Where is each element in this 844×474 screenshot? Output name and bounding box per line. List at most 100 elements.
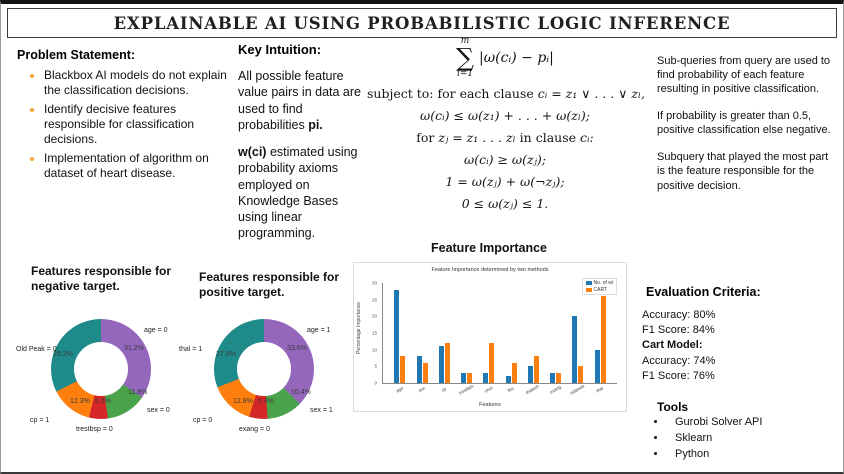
- donut-slice-percent: 11.8%: [128, 389, 148, 396]
- negative-target-donut-chart: age = 0 31.2% sex = 0 11.8% trestbsp = 0 5.5%…: [16, 307, 186, 447]
- donut-slice-label: age = 1: [307, 327, 331, 334]
- y-tick-label: 5: [374, 363, 377, 369]
- donut-slice-label: age = 0: [144, 327, 168, 334]
- objective-equation: m ∑ i=1 |ω(cᵢ) − pᵢ|: [367, 37, 643, 79]
- bar-group: trestbps: [458, 283, 474, 396]
- x-tick-label: sex: [417, 385, 426, 394]
- feature-importance-heading: Feature Importance: [430, 241, 547, 255]
- donut-slice-percent: 12.3%: [70, 398, 90, 405]
- sum-lower-limit: i=1: [456, 68, 474, 79]
- metric-subheading: Cart Model:: [642, 339, 703, 352]
- donut-slice-label: cp = 1: [30, 417, 50, 424]
- tools-list: Gurobi Solver API Sklearn Python: [651, 416, 826, 460]
- metric: Accuracy: 74%: [642, 354, 716, 367]
- donut-slice-label: trestbsp = 0: [76, 426, 113, 433]
- bar-cart: [533, 356, 539, 383]
- bar-no-of-wi: [594, 349, 600, 383]
- sum-upper-limit: m: [460, 36, 470, 46]
- bar-group: thalach: [525, 283, 540, 395]
- sigma-symbol: ∑: [456, 43, 474, 72]
- y-tick-label: 25: [371, 297, 377, 303]
- equation-math: cᵢ = z₁ ∨ . . . ∨ zₗ,: [537, 85, 645, 101]
- x-tick-label: thalach: [525, 383, 541, 396]
- donut-slice-label: cp = 0: [193, 417, 213, 424]
- tools-heading: Tools: [657, 400, 689, 414]
- donut-slice-label: sex = 1: [310, 407, 333, 414]
- x-tick-label: exang: [548, 384, 562, 395]
- bar-no-of-wi: [416, 356, 422, 383]
- problem-item: Identify decisive features responsible f…: [44, 102, 235, 147]
- bar-cart: [400, 356, 406, 383]
- metric: F1 Score: 76%: [642, 369, 715, 382]
- y-tick-label: 30: [371, 280, 377, 286]
- chart-title: Feature Importance determined by two met…: [431, 267, 549, 273]
- positive-target-donut-chart: age = 1 33.6% sex = 1 10.4% exang = 0 5.4% cp …: [179, 307, 349, 447]
- bar-cart: [556, 373, 562, 383]
- problem-list: Blackbox AI models do not explain the cl…: [17, 68, 235, 181]
- bar-cart: [467, 373, 473, 383]
- y-tick-label: 15: [371, 330, 377, 336]
- x-axis-label: Features: [479, 402, 501, 408]
- donut-slice-percent: 5.4%: [258, 398, 274, 405]
- feature-importance-chart: Feature Importance determined by two met…: [353, 262, 627, 412]
- note: Sub-queries from query are used to find …: [657, 55, 831, 96]
- problem-item: Implementation of algorithm on dataset o…: [44, 151, 235, 181]
- bar-group: oldpeak: [569, 283, 585, 396]
- donut-slice-percent: 27.9%: [216, 351, 236, 358]
- key-intuition-section: Key Intuition: All possible feature valu…: [238, 42, 366, 242]
- evaluation-section: Evaluation Criteria: Accuracy: 80% F1 Sc…: [642, 285, 827, 384]
- equation-line: for zⱼ = z₁ . . . zₗ in clause cᵢ:: [367, 130, 643, 145]
- equation-line: 1 = ω(zⱼ) + ω(¬zⱼ);: [445, 173, 565, 189]
- bar-group: sex: [416, 283, 428, 393]
- bar-cart: [600, 296, 606, 383]
- donut-slice-percent: 5.5%: [95, 398, 111, 405]
- bar-group: fbs: [505, 283, 517, 393]
- key-intuition-paragraph: All possible feature value pairs in data…: [238, 68, 366, 133]
- donut-slice-label: Old Peak = 0: [16, 346, 57, 353]
- key-intuition-heading: Key Intuition:: [238, 42, 322, 57]
- lp-equations: m ∑ i=1 |ω(cᵢ) − pᵢ| subject to: for eac…: [367, 37, 645, 211]
- donut-slice-percent: 12.8%: [233, 398, 253, 405]
- tools-section: Tools Gurobi Solver API Sklearn Python: [651, 400, 826, 464]
- tool-item: Sklearn: [667, 432, 826, 444]
- donut-slice-percent: 31.2%: [124, 345, 144, 352]
- note: Subquery that played the most part is th…: [657, 151, 829, 192]
- bar-no-of-wi: [394, 289, 400, 383]
- key-intuition-paragraph: w(ci) estimated using probability axioms…: [238, 144, 366, 242]
- tool-item: Gurobi Solver API: [667, 416, 826, 428]
- chart-legend: No. of wi CART: [581, 278, 617, 295]
- donut-slice-label: thal = 1: [179, 346, 203, 353]
- bar-group: chol: [483, 283, 495, 394]
- bar-cart: [578, 366, 584, 383]
- poster-title: EXPLAINABLE AI USING PROBABILISTIC LOGIC…: [113, 13, 731, 33]
- donut-slice-percent: 29.2%: [53, 351, 73, 358]
- legend-label: No. of wi: [593, 280, 613, 286]
- metric: Accuracy: 80%: [642, 309, 716, 321]
- legend-label: CART: [593, 287, 608, 293]
- donut-slice-label: exang = 0: [239, 426, 270, 433]
- intuition-text: estimated using probability axioms emplo…: [238, 145, 358, 241]
- bar-group: age: [394, 283, 406, 394]
- bar-cart: [444, 343, 450, 383]
- donut-slice-label: sex = 0: [147, 407, 170, 414]
- donut-slice-percent: 10.4%: [291, 389, 311, 396]
- bar-no-of-wi: [572, 316, 578, 383]
- x-tick-label: trestbps: [457, 383, 474, 396]
- bar-group: exang: [548, 283, 562, 395]
- method-notes: Sub-queries from query are used to find …: [657, 54, 837, 206]
- equation-text: in clause: [515, 129, 580, 145]
- problem-statement-section: Problem Statement: Blackbox AI models do…: [17, 48, 235, 185]
- sum-expression: |ω(cᵢ) − pᵢ|: [479, 49, 554, 66]
- y-axis-ticks: 0 5 10 15 20 25 30: [354, 280, 380, 386]
- tool-item: Python: [667, 448, 826, 460]
- intuition-text: All possible feature value pairs in data…: [238, 69, 361, 132]
- x-tick-label: age: [394, 385, 404, 394]
- donut-ring: [51, 319, 151, 419]
- problem-heading: Problem Statement:: [17, 48, 136, 62]
- bar-cart: [489, 343, 495, 383]
- bar-no-of-wi: [505, 376, 511, 383]
- bar-no-of-wi: [461, 373, 467, 383]
- intuition-emphasis: pi.: [308, 117, 323, 132]
- equation-math: zⱼ = z₁ . . . zₗ: [438, 129, 516, 145]
